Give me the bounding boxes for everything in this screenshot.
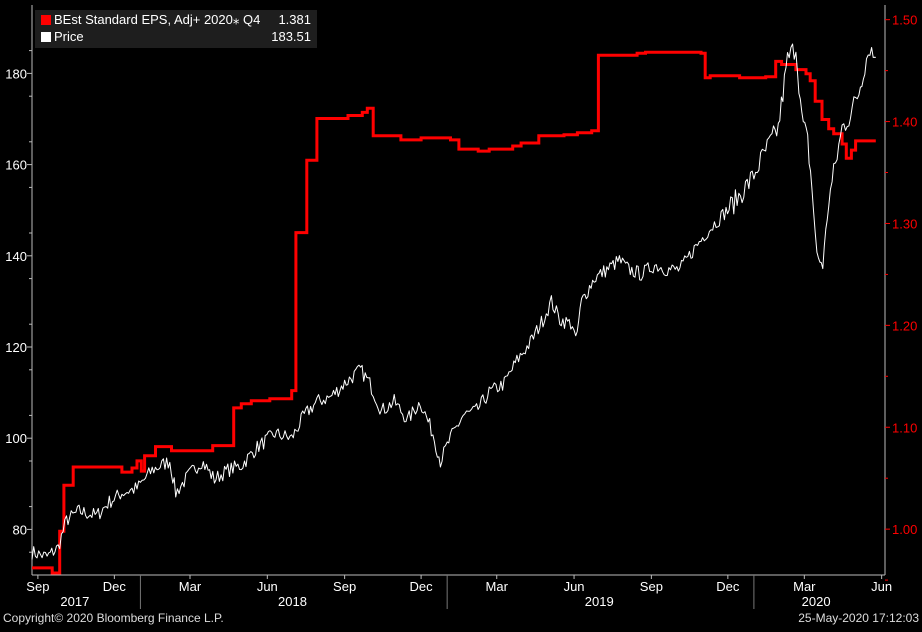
x-tick-label: Jun <box>257 579 278 594</box>
legend-value-eps: 1.381 <box>278 12 311 27</box>
x-tick-label: Sep <box>333 579 356 594</box>
legend-swatch-eps <box>41 15 51 25</box>
legend: BEst Standard EPS, Adj+ 2020⁎ Q4 1.381 P… <box>35 10 317 48</box>
right-tick-label: 1.30 <box>892 216 917 231</box>
right-tick-label: 1.00 <box>892 522 917 537</box>
left-tick-label: 100 <box>5 431 27 446</box>
legend-value-price: 183.51 <box>271 29 311 44</box>
year-label: 2018 <box>278 594 307 609</box>
x-tick-label: Mar <box>179 579 202 594</box>
timestamp-text: 25-May-2020 17:12:03 <box>798 611 919 625</box>
x-tick-label: Sep <box>640 579 663 594</box>
legend-label-price: Price <box>54 29 84 44</box>
left-tick-label: 80 <box>13 522 27 537</box>
right-tick-label: 1.10 <box>892 420 917 435</box>
legend-item-eps: BEst Standard EPS, Adj+ 2020⁎ Q4 1.381 <box>41 12 311 28</box>
x-tick-label: Jun <box>564 579 585 594</box>
series-line-price <box>31 43 876 560</box>
left-tick-label: 160 <box>5 158 27 173</box>
left-tick-label: 180 <box>5 66 27 81</box>
series-line-eps <box>32 50 876 575</box>
copyright-text: Copyright© 2020 Bloomberg Finance L.P. <box>3 611 224 625</box>
legend-label-eps: BEst Standard EPS, Adj+ 2020⁎ Q4 <box>54 12 261 27</box>
x-tick-label: Dec <box>103 579 127 594</box>
x-tick-label: Sep <box>26 579 49 594</box>
x-tick-label: Dec <box>410 579 434 594</box>
right-tick-label: 1.20 <box>892 318 917 333</box>
left-tick-label: 140 <box>5 249 27 264</box>
legend-swatch-price <box>41 32 51 42</box>
right-tick-label: 1.40 <box>892 115 917 130</box>
x-tick-label: Jun <box>871 579 892 594</box>
year-label: 2019 <box>585 594 614 609</box>
year-label: 2020 <box>802 594 831 609</box>
right-tick-label: 1.50 <box>892 13 917 28</box>
left-tick-label: 120 <box>5 340 27 355</box>
x-tick-label: Mar <box>793 579 816 594</box>
legend-item-price: Price 183.51 <box>41 29 311 45</box>
x-tick-label: Dec <box>716 579 740 594</box>
x-tick-label: Mar <box>486 579 509 594</box>
year-label: 2017 <box>60 594 89 609</box>
